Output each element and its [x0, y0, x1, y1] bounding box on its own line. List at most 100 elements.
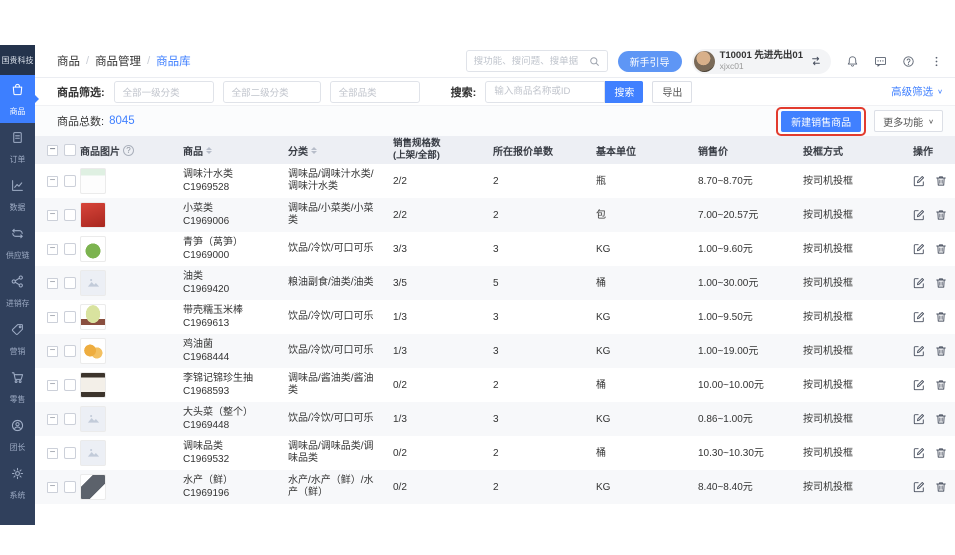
delete-icon[interactable] — [935, 379, 947, 391]
row-checkbox[interactable] — [64, 481, 76, 493]
row-expander[interactable]: − — [47, 345, 58, 357]
sidebar-item-inventory[interactable]: 进销存 — [0, 267, 35, 315]
edit-icon[interactable] — [913, 447, 925, 459]
spec-count: 0/2 — [393, 481, 407, 493]
edit-icon[interactable] — [913, 311, 925, 323]
row-checkbox[interactable] — [64, 379, 76, 391]
export-button[interactable]: 导出 — [652, 80, 693, 103]
quote-count: 2 — [493, 175, 499, 187]
product-category: 调味品/调味汁水类/调味汁水类 — [288, 169, 374, 192]
row-expander[interactable]: − — [47, 311, 58, 323]
header-base-unit: 基本单位 — [596, 146, 636, 158]
sale-price: 10.30~10.30元 — [698, 447, 764, 459]
more-actions-button[interactable]: 更多功能 ∨ — [874, 110, 943, 132]
global-search[interactable] — [465, 50, 608, 72]
header-basket-mode: 投框方式 — [803, 146, 843, 158]
sort-icon[interactable] — [311, 146, 317, 154]
base-unit: 瓶 — [596, 175, 606, 187]
category-type-select[interactable]: 全部品类 — [329, 80, 420, 103]
product-name: 李锦记锦珍生抽 — [183, 373, 253, 384]
product-search-input[interactable] — [485, 80, 606, 103]
edit-icon[interactable] — [913, 345, 925, 357]
user-chip[interactable]: T10001 先进先出01 xjxc01 — [691, 48, 831, 74]
edit-icon[interactable] — [913, 209, 925, 221]
row-expander[interactable]: − — [47, 209, 58, 221]
sale-price: 1.00~9.60元 — [698, 243, 753, 255]
sidebar-item-marketing[interactable]: 营销 — [0, 315, 35, 363]
switch-account-icon[interactable] — [810, 55, 822, 67]
delete-icon[interactable] — [935, 481, 947, 493]
row-checkbox[interactable] — [64, 345, 76, 357]
product-image — [80, 372, 106, 398]
edit-icon[interactable] — [913, 243, 925, 255]
search-button[interactable]: 搜索 — [605, 80, 644, 103]
collapse-all-toggle[interactable]: − — [47, 144, 58, 156]
sort-icon[interactable] — [206, 146, 212, 154]
edit-icon[interactable] — [913, 277, 925, 289]
sidebar-item-system[interactable]: 系统 — [0, 459, 35, 507]
sidebar-item-leader[interactable]: 团长 — [0, 411, 35, 459]
message-icon[interactable] — [874, 55, 887, 68]
delete-icon[interactable] — [935, 447, 947, 459]
global-search-input[interactable] — [473, 55, 589, 67]
select-all-checkbox[interactable] — [64, 144, 76, 156]
row-checkbox[interactable] — [64, 413, 76, 425]
sidebar-item-goods[interactable]: 商品 — [0, 75, 39, 123]
row-expander[interactable]: − — [47, 277, 58, 289]
category-level1-select[interactable]: 全部一级分类 — [113, 80, 214, 103]
table-row: − 李锦记锦珍生抽 C1968593 调味品/酱油类/酱油类 0/2 2 桶 1… — [35, 368, 955, 402]
row-expander[interactable]: − — [47, 175, 58, 187]
edit-icon[interactable] — [913, 481, 925, 493]
sidebar-item-orders[interactable]: 订单 — [0, 123, 35, 171]
table-row: − 鸡油菌 C1968444 饮品/冷饮/可口可乐 1/3 3 KG 1.00~… — [35, 334, 955, 368]
supply-icon — [10, 226, 25, 246]
user-name: T10001 先进先出01 — [719, 49, 803, 61]
delete-icon[interactable] — [935, 345, 947, 357]
create-product-button[interactable]: 新建销售商品 — [781, 110, 862, 132]
delete-icon[interactable] — [935, 413, 947, 425]
product-category: 水产/水产（鲜）/水产（鲜） — [288, 475, 374, 498]
advanced-filter-link[interactable]: 高级筛选 ∨ — [891, 86, 943, 98]
delete-icon[interactable] — [935, 243, 947, 255]
edit-icon[interactable] — [913, 413, 925, 425]
row-checkbox[interactable] — [64, 243, 76, 255]
delete-icon[interactable] — [935, 277, 947, 289]
product-image — [80, 474, 106, 500]
help-icon[interactable] — [902, 55, 915, 68]
edit-icon[interactable] — [913, 175, 925, 187]
row-checkbox[interactable] — [64, 209, 76, 221]
notification-icon[interactable] — [846, 55, 859, 68]
row-expander[interactable]: − — [47, 379, 58, 391]
header-product: 商品 — [183, 146, 203, 158]
breadcrumb-level1[interactable]: 商品 — [57, 56, 80, 68]
product-code: C1969000 — [183, 250, 230, 261]
delete-icon[interactable] — [935, 311, 947, 323]
base-unit: KG — [596, 243, 611, 255]
table-header: − 商品图片 ? 商品 分类 销售规格数 (上架/全部) 所在报价单数 基本单位 … — [35, 136, 955, 164]
sidebar-item-data[interactable]: 数据 — [0, 171, 35, 219]
delete-icon[interactable] — [935, 175, 947, 187]
row-expander[interactable]: − — [47, 447, 58, 459]
guide-button[interactable]: 新手引导 — [617, 50, 682, 72]
sidebar-item-supply-chain[interactable]: 供应链 — [0, 219, 35, 267]
row-expander[interactable]: − — [47, 481, 58, 493]
category-level2-select[interactable]: 全部二级分类 — [222, 80, 321, 103]
sidebar-item-label: 供应链 — [5, 249, 30, 260]
table-row: − 小菜类 C1969006 调味品/小菜类/小菜类 2/2 2 包 7.00~… — [35, 198, 955, 232]
row-checkbox[interactable] — [64, 311, 76, 323]
sidebar-item-label: 系统 — [9, 489, 26, 500]
row-checkbox[interactable] — [64, 175, 76, 187]
row-expander[interactable]: − — [47, 413, 58, 425]
basket-mode: 按司机投框 — [803, 345, 853, 357]
breadcrumb-level2[interactable]: 商品管理 — [95, 56, 142, 68]
edit-icon[interactable] — [913, 379, 925, 391]
help-circle-icon[interactable]: ? — [123, 144, 134, 156]
basket-mode: 按司机投框 — [803, 277, 853, 289]
row-expander[interactable]: − — [47, 243, 58, 255]
breadcrumb-level3[interactable]: 商品库 — [156, 56, 191, 68]
sidebar-item-retail[interactable]: 零售 — [0, 363, 35, 411]
more-icon[interactable] — [930, 55, 943, 68]
delete-icon[interactable] — [935, 209, 947, 221]
row-checkbox[interactable] — [64, 447, 76, 459]
row-checkbox[interactable] — [64, 277, 76, 289]
